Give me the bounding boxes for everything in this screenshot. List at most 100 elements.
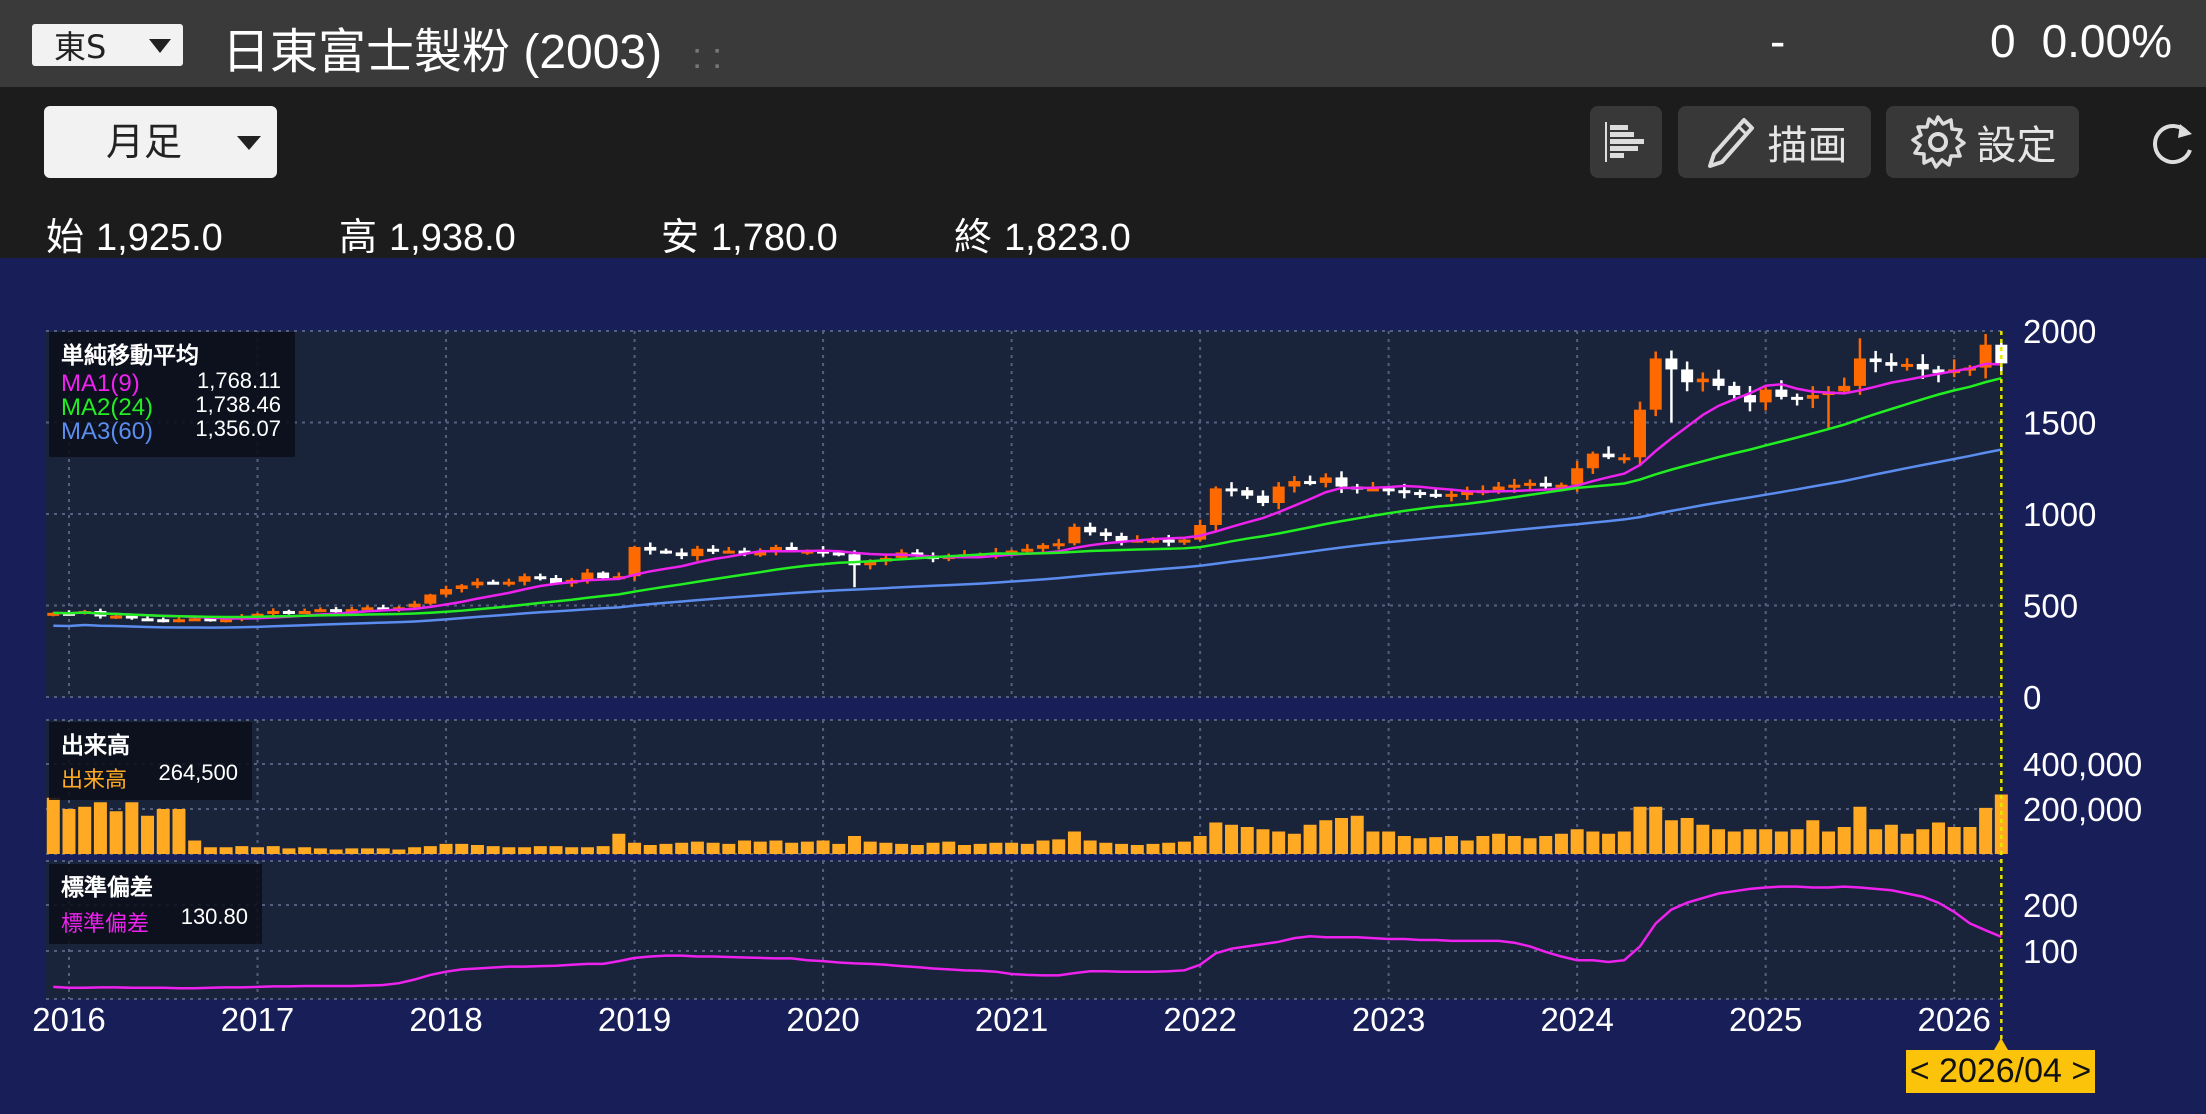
ma1-label: MA1(9) <box>61 370 140 397</box>
candle-up <box>1524 482 1537 486</box>
chevron-down-icon <box>237 136 261 150</box>
volume-bar <box>879 842 893 854</box>
current-price: - <box>1770 15 1786 67</box>
volume-bar <box>141 815 155 854</box>
volume-panel <box>46 720 2005 854</box>
volume-bar <box>1460 840 1474 854</box>
candle-up <box>1366 488 1379 492</box>
cursor-date-label[interactable]: < 2026/04 > <box>1906 1038 2095 1093</box>
candle-down <box>125 615 138 619</box>
price-change: 0 0.00% <box>1990 14 2172 68</box>
indicator-list-button[interactable] <box>1590 106 1662 178</box>
volume-bar <box>1319 820 1333 854</box>
volume-bar <box>282 848 296 854</box>
candle-down <box>1681 369 1694 383</box>
volume-bar <box>1397 836 1411 854</box>
volume-bar <box>1759 829 1773 854</box>
open-value: 1,925.0 <box>96 217 223 259</box>
chevron-down-icon <box>149 39 171 53</box>
volume-bar <box>109 811 123 854</box>
sd-value: 130.80 <box>180 904 248 929</box>
candle-up <box>628 546 641 577</box>
candle-up <box>518 576 531 582</box>
volume-bar <box>973 843 987 854</box>
volume-bar <box>345 848 359 854</box>
stock-title: 日東富士製粉 (2003): : <box>222 12 722 82</box>
candle-up <box>1005 550 1018 554</box>
volume-bar <box>502 847 516 854</box>
volume-bar <box>549 846 563 854</box>
candle-down <box>832 552 845 556</box>
volume-bar <box>313 848 327 854</box>
x-tick-label: 2025 <box>1729 1001 1802 1038</box>
volume-bar <box>1853 806 1867 854</box>
volume-bar <box>203 847 217 854</box>
volume-bar <box>816 840 830 854</box>
volume-bar <box>832 843 846 854</box>
candle-down <box>1382 488 1395 492</box>
low-readout: 安 1,780.0 <box>661 206 838 261</box>
candle-down <box>1869 358 1882 363</box>
stock-name: 日東富士製粉 (2003) <box>222 26 663 79</box>
volume-bar <box>298 847 312 854</box>
volume-bar <box>1382 831 1396 854</box>
volume-bar <box>1193 836 1207 854</box>
candle-up <box>1838 385 1851 392</box>
volume-bar <box>785 842 799 854</box>
volume-bar <box>643 845 657 854</box>
settings-label: 設定 <box>1976 123 2057 169</box>
volume-bar <box>1743 829 1757 854</box>
volume-bar <box>596 846 610 854</box>
close-label: 終 <box>954 217 993 259</box>
volume-bar <box>439 843 453 854</box>
close-value: 1,823.0 <box>1004 217 1131 259</box>
volume-bar <box>172 809 186 854</box>
price-tick-label: 2000 <box>2023 313 2096 350</box>
candle-up <box>1634 409 1646 458</box>
settings-button[interactable]: 設定 <box>1886 106 2079 178</box>
candle-up <box>220 619 233 623</box>
volume-bar <box>1633 806 1647 854</box>
volume-bar <box>1350 815 1364 854</box>
volume-bar <box>78 806 92 854</box>
volume-bar <box>1774 831 1788 854</box>
volume-bar <box>690 841 704 854</box>
volume-bar <box>423 846 437 854</box>
volume-bar <box>1052 839 1066 854</box>
candle-up <box>172 619 185 623</box>
market-selector[interactable]: 東S <box>32 24 183 66</box>
candle-up <box>691 548 704 557</box>
candle-down <box>377 607 390 611</box>
candle-up <box>1021 548 1034 552</box>
volume-bar <box>62 809 76 854</box>
candle-down <box>1775 389 1788 397</box>
candle-down <box>487 581 500 585</box>
x-tick-label: 2021 <box>975 1001 1048 1038</box>
candle-down <box>1099 532 1112 536</box>
volume-bar <box>1240 827 1254 854</box>
volume-bar <box>753 841 767 854</box>
volume-tick-label: 400,000 <box>2023 746 2142 783</box>
refresh-button[interactable] <box>2150 118 2198 172</box>
volume-legend-title: 出来高 <box>61 732 130 758</box>
ma1-value: 1,768.11 <box>196 368 281 393</box>
candle-up <box>345 609 358 613</box>
candle-up <box>1052 543 1065 547</box>
candle-up <box>361 607 374 611</box>
candle-down <box>1728 385 1741 396</box>
volume-bar <box>706 842 720 854</box>
candle-down <box>1241 490 1254 496</box>
draw-button[interactable]: 描画 <box>1678 106 1871 178</box>
candle-down <box>1398 490 1411 494</box>
period-selector[interactable]: 月足 <box>44 106 277 178</box>
volume-bar <box>1036 840 1050 854</box>
volume-bar <box>408 847 422 854</box>
ma3-label: MA3(60) <box>61 418 154 445</box>
volume-bar <box>1130 845 1144 854</box>
ma3-line <box>53 448 2002 629</box>
candle-up <box>1696 378 1709 383</box>
candle-down <box>282 610 295 614</box>
volume-bar <box>1617 831 1631 854</box>
volume-bar <box>1115 843 1129 854</box>
